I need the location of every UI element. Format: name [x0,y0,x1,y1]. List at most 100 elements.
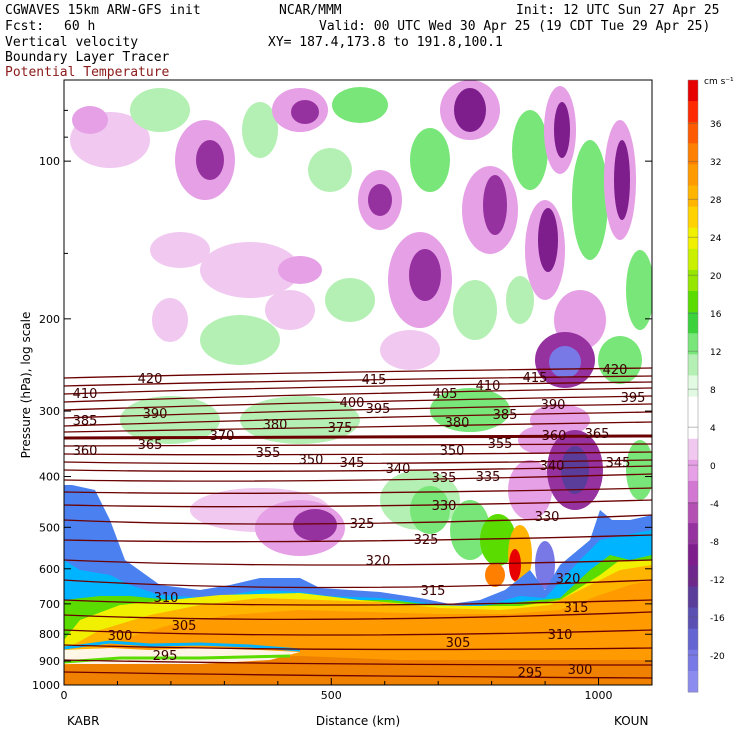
theta-label: 315 [564,601,589,616]
theta-label: 395 [366,402,391,417]
fcst-value: 60 h [64,19,96,34]
colorbar-swatch [688,375,698,398]
colorbar-frame [687,79,699,693]
colorbar-swatch [688,206,698,229]
colorbar-units: cm s⁻¹ [704,77,734,87]
theta-label: 380 [263,418,288,433]
colorbar-swatch [688,101,698,123]
colorbar-swatch [688,248,698,271]
colorbar-swatch [688,459,698,482]
theta-label: 295 [153,649,178,664]
colorbar-label: 24 [710,234,722,244]
colorbar-label: 20 [710,272,722,282]
field-boundary-layer-tracer: Boundary Layer Tracer [5,50,170,65]
xy-coords: XY= 187.4,173.8 to 191.8,100.1 [268,35,503,50]
theta-label: 350 [440,444,465,459]
colorbar-swatch [688,565,698,587]
theta-label: 335 [476,470,501,485]
colorbar-swatch [688,417,698,440]
theta-label: 300 [108,629,133,644]
colorbar-label: -16 [710,614,725,624]
theta-label: 330 [535,510,560,525]
colorbar-swatch [688,312,698,334]
theta-label: 370 [210,429,235,444]
x-axis: 0 500 1000 [61,678,653,702]
theta-label: 400 [340,396,365,411]
plot-frame [63,79,653,686]
theta-label: 385 [73,414,98,429]
colorbar-swatch [688,523,698,545]
theta-label: 310 [548,628,573,643]
colorbar-swatch [688,227,698,250]
colorbar-swatch [688,544,698,566]
theta-label: 420 [603,363,628,378]
theta-label: 325 [350,517,375,532]
colorbar-label: -12 [710,576,725,586]
fcst-label: Fcst: [5,19,45,34]
theta-label: 355 [256,446,281,461]
theta-label: 335 [432,471,457,486]
y-axis-title: Pressure (hPa), log scale [19,312,33,459]
colorbar-swatch [688,480,698,503]
theta-label: 390 [541,398,566,413]
field-potential-temperature: Potential Temperature [5,65,170,80]
colorbar-swatch [688,185,698,208]
y-tick-label: 500 [39,521,60,534]
colorbar-swatch [688,396,698,419]
y-tick-label: 300 [39,405,60,418]
theta-label: 385 [493,408,518,423]
theta-label: 415 [362,373,387,388]
colorbar-swatch [688,607,698,630]
colorbar-swatch [688,354,698,376]
theta-label: 320 [366,554,391,569]
theta-label: 350 [299,453,324,468]
colorbar: 36 32 28 24 20 16 12 8 4 0 -4 -8 -12 -16 -20 [687,79,725,693]
colorbar-label: -8 [710,538,719,548]
colorbar-label: 28 [710,196,722,206]
boundary-layer-field [64,485,652,685]
colorbar-label: 8 [710,386,716,396]
colorbar-swatch [688,143,698,165]
colorbar-swatch [688,80,698,102]
theta-label: 365 [585,427,610,442]
theta-label: 340 [386,462,411,477]
theta-label: 300 [568,663,593,678]
colorbar-swatch [688,164,698,187]
colorbar-swatch [688,269,698,292]
y-tick-label: 900 [39,655,60,668]
org-label: NCAR/MMM [279,3,342,18]
valid-time: Valid: 00 UTC Wed 30 Apr 25 (19 CDT Tue … [319,19,711,34]
theta-label: 295 [518,666,543,681]
colorbar-swatch [688,438,698,461]
left-endpoint-label: KABR [67,714,99,728]
theta-label: 415 [523,371,548,386]
x-tick-label: 0 [61,689,68,702]
theta-label: 310 [154,591,179,606]
theta-label: 375 [328,421,353,436]
theta-label: 305 [446,636,471,651]
x-tick-label: 500 [321,689,342,702]
colorbar-label: 12 [710,348,721,358]
colorbar-swatch [688,670,698,693]
y-tick-label: 1000 [32,679,60,692]
model-title: CGWAVES 15km ARW-GFS init [5,3,201,18]
y-tick-label: 700 [39,598,60,611]
theta-label: 365 [138,438,163,453]
colorbar-swatch [688,586,698,609]
colorbar-label: -4 [710,500,719,510]
theta-label: 410 [73,387,98,402]
x-axis-title: Distance (km) [316,714,400,728]
colorbar-label: 0 [710,462,716,472]
y-axis: 100 200 300 400 500 600 700 800 900 1000 [32,79,652,692]
colorbar-swatch [688,628,698,651]
theta-label: 395 [621,391,646,406]
colorbar-swatch [688,649,698,672]
colorbar-swatch [688,502,698,524]
theta-label: 360 [542,429,567,444]
y-tick-label: 100 [39,155,60,168]
plot-area: 420 410 385 360 390 365 380 370 355 400 375 350 345 4… [64,80,652,685]
theta-label: 360 [73,444,98,459]
theta-label: 390 [143,407,168,422]
theta-label: 340 [540,459,565,474]
